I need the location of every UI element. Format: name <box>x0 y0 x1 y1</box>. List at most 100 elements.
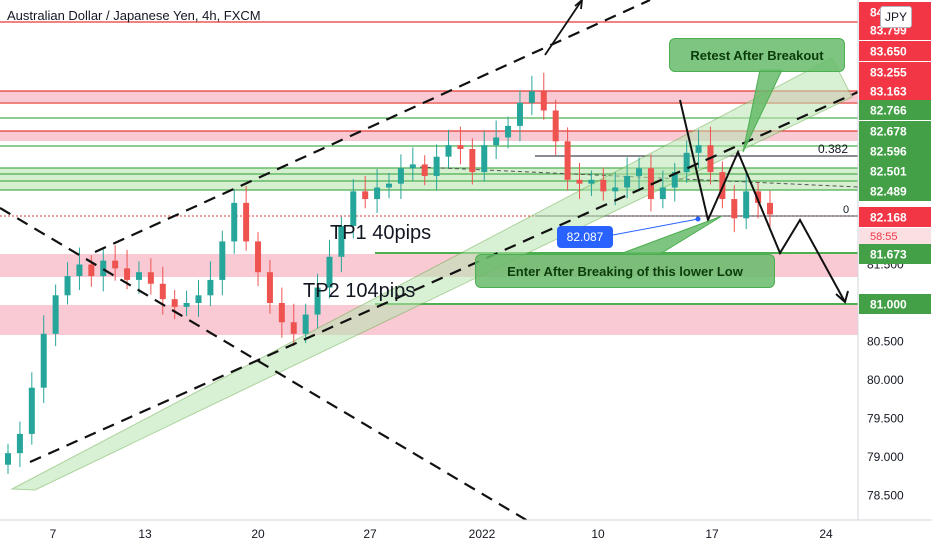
candle-body <box>755 191 762 203</box>
candle-body <box>290 322 297 334</box>
y-tick-label: 79.000 <box>867 450 904 464</box>
price-tag-bg <box>859 244 931 264</box>
countdown-label: 58:55 <box>870 231 898 243</box>
countdown-bg <box>859 228 931 244</box>
price-tag-label: 82.766 <box>870 104 907 118</box>
price-tag: 83.163 <box>859 81 931 101</box>
price-tag-bg <box>859 41 931 61</box>
currency-badge[interactable]: JPY <box>880 6 912 28</box>
candle-body <box>409 164 416 169</box>
candle <box>624 157 631 199</box>
y-tick-label: 80.500 <box>867 335 904 349</box>
price-tag-bg <box>859 20 931 40</box>
price-tag: 82.678 <box>859 121 931 141</box>
tp1-label: TP1 40pips <box>330 222 432 244</box>
price-tag-label: 81.673 <box>870 248 907 262</box>
candle-body <box>64 276 71 296</box>
channel-group <box>10 57 853 491</box>
candle <box>731 185 738 233</box>
price-tag: 82.168 <box>859 207 931 227</box>
price-tag: 81.000 <box>859 294 931 314</box>
price-tag-bg <box>859 141 931 161</box>
chart-title: Australian Dollar / Japanese Yen, 4h, FX… <box>7 8 261 23</box>
candle-body <box>767 202 773 215</box>
price-tag: 83.650 <box>859 41 931 61</box>
candle-body <box>302 314 309 334</box>
candle-body <box>52 295 59 334</box>
x-tick-label: 2022 <box>469 527 496 541</box>
candle <box>243 185 250 251</box>
candle <box>338 216 345 273</box>
callout-pointers <box>619 69 783 255</box>
candle-body <box>469 149 476 173</box>
candle-body <box>445 145 452 157</box>
candle <box>374 169 381 213</box>
candle-body <box>314 287 321 315</box>
candle <box>350 179 357 239</box>
candle <box>600 167 607 201</box>
candle <box>112 245 119 281</box>
time-axis: 7 13 20 27 2022 10 17 24 <box>0 519 932 550</box>
candle <box>683 140 690 183</box>
candle-body <box>457 145 464 149</box>
candle-body <box>5 453 11 465</box>
price-tag-bg <box>859 161 931 181</box>
candle-body <box>624 175 631 188</box>
measure-point <box>695 216 701 222</box>
candle-body <box>266 272 273 303</box>
candle-body <box>207 279 214 296</box>
candle-body <box>421 164 428 176</box>
candle <box>159 266 166 315</box>
candle <box>207 261 214 307</box>
candle <box>767 190 773 227</box>
price-tag: 83.255 <box>859 62 931 82</box>
enter-pointer <box>619 215 723 255</box>
candle-body <box>243 202 250 242</box>
zone-rect <box>0 305 858 335</box>
candle-body <box>100 260 107 277</box>
candle-body <box>671 172 678 188</box>
candle-body <box>16 433 23 454</box>
y-tick-label: 78.500 <box>867 489 904 503</box>
candle <box>528 75 535 116</box>
candle-body <box>481 145 488 173</box>
descending-trendline <box>0 207 561 541</box>
retest-callout: Retest After Breakout <box>669 38 845 72</box>
candle <box>16 421 23 468</box>
candle-body <box>743 191 750 219</box>
candle <box>505 116 512 149</box>
candle <box>386 172 392 199</box>
candle-body <box>695 145 702 153</box>
price-tag-label: 82.501 <box>870 165 907 179</box>
price-tag-bg <box>859 181 931 201</box>
price-axis: 78.50079.00079.50080.00080.50081.50084.1… <box>857 0 932 550</box>
price-tag-bg <box>859 81 931 101</box>
candle <box>362 175 369 209</box>
candle <box>659 170 666 209</box>
zone-rect <box>0 91 858 102</box>
candle <box>493 120 500 160</box>
channel-lower-trendline <box>29 90 859 464</box>
candle-body <box>493 137 500 146</box>
candle <box>469 138 476 185</box>
candle-body <box>350 191 357 226</box>
candle-body <box>600 179 607 192</box>
candle <box>445 129 452 168</box>
candle-body <box>576 179 583 184</box>
candle <box>64 262 71 305</box>
candle <box>540 72 547 120</box>
price-tag-label: 83.650 <box>870 45 907 59</box>
candle <box>481 131 488 182</box>
time-axis-bg <box>0 520 932 550</box>
price-tag: 82.501 <box>859 161 931 181</box>
candle-body <box>88 264 95 277</box>
price-tag: 82.596 <box>859 141 931 161</box>
price-tag-label: 82.168 <box>870 211 907 225</box>
candle-body <box>636 168 643 176</box>
price-tag-bg <box>859 100 931 120</box>
candle-body <box>528 91 535 103</box>
candle <box>421 155 428 186</box>
candle <box>231 189 238 254</box>
candle-body <box>588 179 595 184</box>
